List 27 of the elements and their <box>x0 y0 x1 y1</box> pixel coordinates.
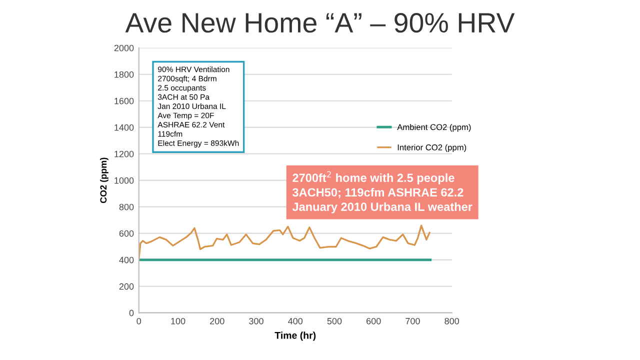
y-tick-label: 400 <box>119 256 134 264</box>
y-tick-label: 1800 <box>114 71 134 78</box>
x-tick-label: 100 <box>171 318 186 324</box>
chart-title: Ave New Home “A” – 90% HRV <box>125 12 515 33</box>
y-tick-label: 1000 <box>114 177 134 184</box>
legend-label: Ambient CO2 (ppm) <box>397 124 471 132</box>
y-tick-label: 200 <box>119 283 134 290</box>
x-tick-label: 400 <box>288 318 303 324</box>
y-tick-label: 800 <box>119 204 134 210</box>
line-series <box>138 224 430 260</box>
y-tick-label: 0 <box>129 310 134 316</box>
y-tick-label: 2000 <box>114 44 134 52</box>
x-tick-label: 600 <box>366 318 381 324</box>
y-tick-label: 1600 <box>114 98 134 104</box>
x-tick-label: 700 <box>406 318 420 324</box>
x-tick-label: 500 <box>327 318 342 324</box>
y-tick-label: 1400 <box>114 124 134 131</box>
y-tick-label: 1200 <box>114 150 134 158</box>
x-tick-label: 800 <box>444 318 460 324</box>
y-axis-title: CO2 (ppm) <box>100 158 108 204</box>
y-tick-label: 600 <box>119 230 134 237</box>
x-axis-title: Time (hr) <box>274 332 316 341</box>
legend-label: Interior CO2 (ppm) <box>398 144 466 152</box>
x-tick-label: 300 <box>249 318 264 324</box>
annotation: 2700ft$^{2}$ home with 2.5 people 3ACH50; 119cfm ASHRAE 62.2 January 2010 Urbana IL weather <box>292 171 472 214</box>
x-tick-label: 0 <box>136 318 142 324</box>
x-tick-label: 200 <box>210 318 224 324</box>
